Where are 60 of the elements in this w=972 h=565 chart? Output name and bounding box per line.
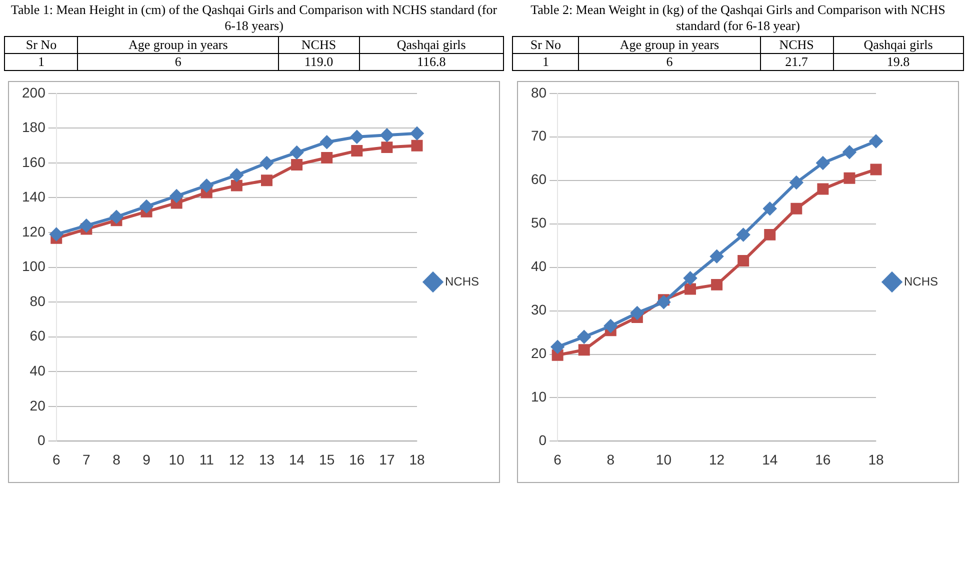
y-tick-label: 180	[22, 119, 46, 136]
x-tick-label: 16	[815, 451, 831, 468]
x-tick-label: 7	[82, 451, 91, 468]
chart-title: Table 1: Mean Height in (cm) of the Qashqai Girls and Comparison with NCHS standard (for 6-18 years)	[10, 2, 498, 35]
y-tick-label: 160	[22, 154, 46, 170]
x-tick-label: 10	[168, 451, 185, 468]
text: 21.7	[760, 54, 834, 70]
text: 1	[4, 54, 78, 70]
chart-title: Table 2: Mean Weight in (kg) of the Qashqai Girls and Comparison with NCHS standard (for 6-18 year)	[530, 2, 946, 35]
text: 6	[78, 54, 278, 70]
y-tick-label: 40	[530, 258, 547, 274]
x-tick-label: 14	[288, 451, 305, 468]
text: 6	[578, 54, 760, 70]
y-tick-label: 70	[530, 128, 547, 144]
x-tick-label: 8	[606, 451, 615, 468]
x-tick-label: 18	[868, 451, 884, 468]
x-tick-label: 18	[409, 451, 425, 468]
y-tick-label: 140	[22, 188, 46, 205]
x-tick-label: 6	[52, 451, 60, 468]
y-tick-label: 80	[530, 84, 547, 100]
y-tick-label: 20	[30, 397, 46, 414]
y-tick-label: 40	[30, 362, 46, 378]
y-tick-label: 60	[530, 171, 547, 188]
text: 1	[512, 54, 579, 70]
y-tick-label: 10	[530, 388, 547, 405]
x-tick-label: 12	[708, 451, 725, 468]
text: Sr No	[4, 36, 78, 54]
x-tick-label: 13	[258, 451, 275, 468]
x-tick-label: 9	[142, 451, 151, 468]
text: NCHS	[760, 36, 834, 54]
text: 116.8	[359, 54, 504, 70]
text: Qashqai girls	[359, 36, 504, 54]
text: NCHS	[278, 36, 360, 54]
y-tick-label: 60	[30, 328, 46, 344]
x-tick-label: 8	[112, 451, 121, 468]
x-tick-label: 12	[228, 451, 245, 468]
x-tick-label: 15	[319, 451, 335, 468]
text: Sr No	[512, 36, 579, 54]
y-tick-label: 30	[530, 302, 547, 318]
legend-label: NCHS	[445, 274, 480, 288]
text: Qashqai girls	[833, 36, 964, 54]
x-tick-label: 14	[762, 451, 778, 468]
x-tick-label: 6	[554, 451, 562, 468]
y-tick-label: 20	[530, 345, 547, 362]
y-tick-label: 0	[38, 432, 46, 448]
y-tick-label: 80	[30, 292, 46, 309]
y-tick-label: 100	[22, 258, 46, 274]
text: 119.0	[278, 54, 360, 70]
x-tick-label: 10	[656, 451, 672, 468]
x-tick-label: 17	[379, 451, 395, 468]
text: Age group in years	[78, 36, 278, 54]
y-tick-label: 0	[538, 432, 547, 448]
x-tick-label: 16	[349, 451, 365, 468]
legend-label: NCHS	[904, 274, 938, 288]
y-tick-label: 50	[530, 214, 547, 231]
text: Age group in years	[578, 36, 760, 54]
x-tick-label: 11	[199, 451, 214, 468]
y-tick-label: 120	[22, 223, 46, 240]
y-tick-label: 200	[22, 84, 46, 100]
text: 19.8	[833, 54, 964, 70]
